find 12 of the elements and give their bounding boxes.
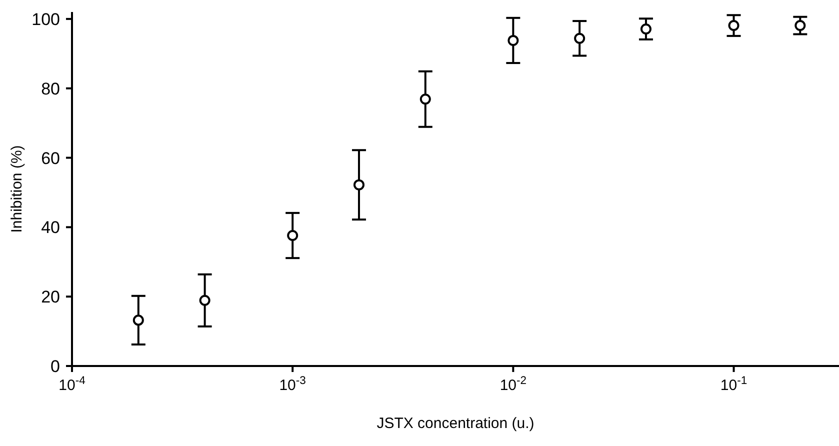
y-tick-label: 60: [41, 148, 60, 168]
y-tick-label: 0: [50, 357, 60, 376]
x-tick-label: 10$^{-1}$: [720, 375, 748, 394]
x-axis-title: JSTX concentration (u.): [376, 414, 536, 434]
x-tick-label: 10$^{-4}$: [58, 375, 86, 394]
y-tick-label: 40: [41, 218, 60, 238]
y-tick-label: 100: [32, 10, 60, 29]
x-tick-label: 10$^{-3}$: [279, 375, 306, 394]
y-tick-label: 20: [41, 288, 60, 307]
y-axis-title: Inhibition (%): [8, 145, 26, 233]
y-tick-label: 80: [41, 79, 60, 98]
x-tick-label: 10$^{-2}$: [500, 375, 527, 394]
